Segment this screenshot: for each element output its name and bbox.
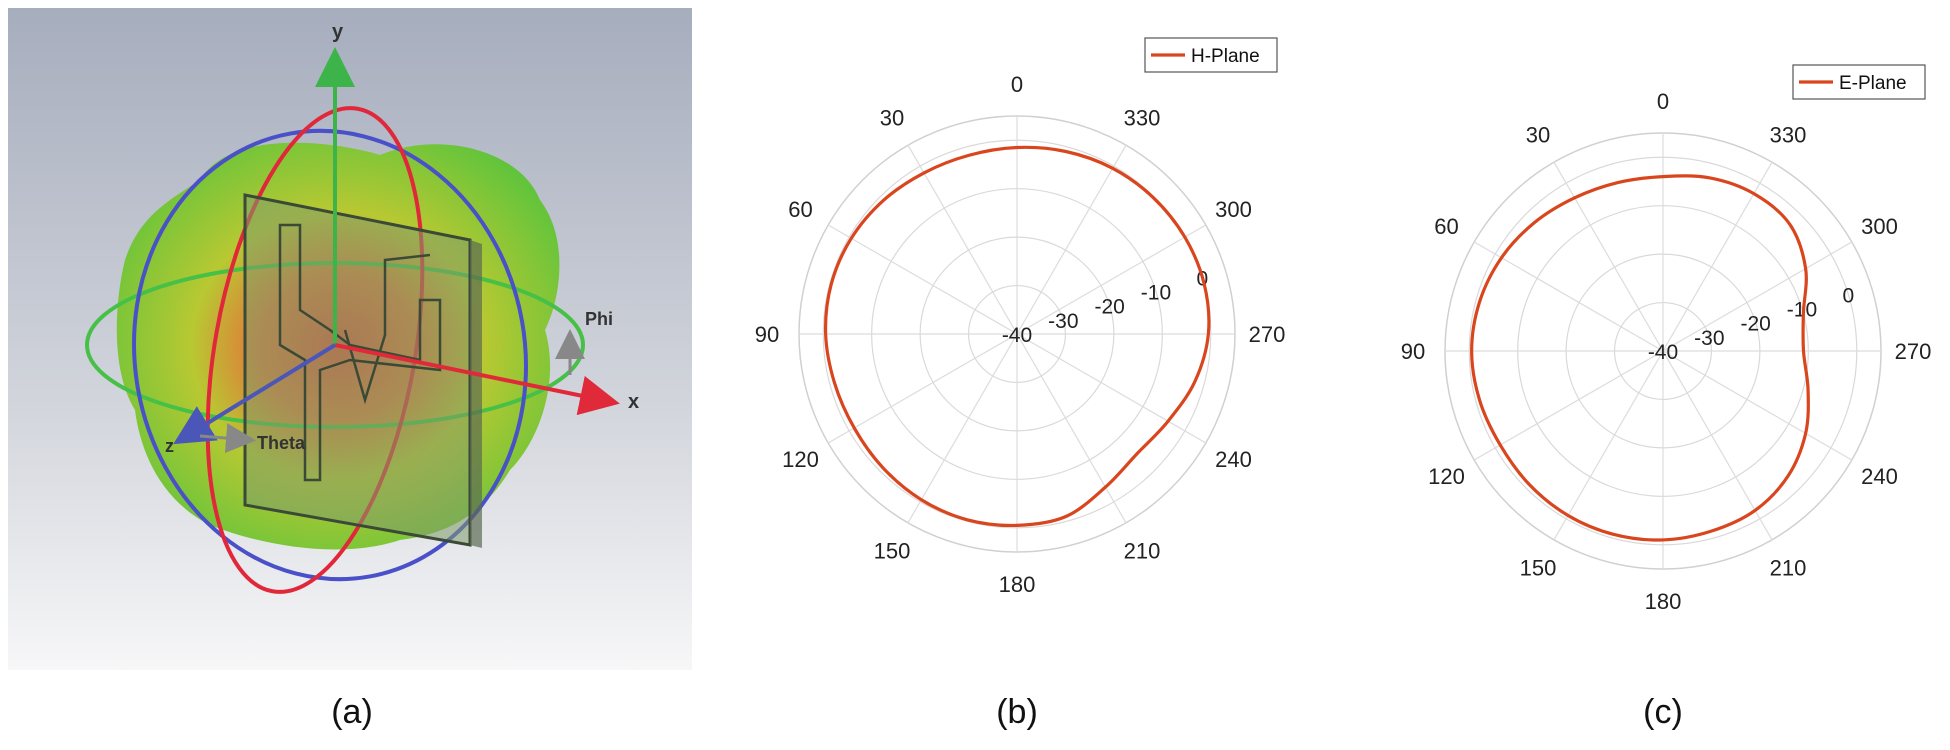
grid-spoke bbox=[1473, 241, 1664, 352]
radial-tick-label: 0 bbox=[1842, 284, 1854, 307]
angle-tick-label: 120 bbox=[782, 447, 819, 472]
grid-spoke bbox=[1473, 350, 1664, 461]
radial-tick-label: -20 bbox=[1740, 313, 1770, 336]
grid-spoke bbox=[1016, 224, 1207, 335]
panel-a-3d-pattern: y x z Phi Theta bbox=[8, 8, 692, 670]
grid-spoke bbox=[827, 333, 1018, 444]
caption-b: (b) bbox=[996, 693, 1038, 731]
grid-spoke bbox=[1553, 350, 1664, 541]
grid-spoke bbox=[907, 144, 1018, 335]
z-axis-label: z bbox=[165, 436, 174, 456]
e-plane-polar-chart: 0 30 60 90 120 150 180 210 240 270 300 330 -40 -30 -20… bbox=[1401, 64, 1932, 614]
radial-tick-label: -20 bbox=[1094, 296, 1124, 319]
antenna-board bbox=[243, 193, 482, 548]
grid-spoke bbox=[1662, 350, 1853, 461]
angle-tick-label: 300 bbox=[1861, 214, 1898, 239]
angle-tick-label: 30 bbox=[880, 105, 904, 130]
x-axis-label: x bbox=[628, 391, 639, 413]
angle-tick-label: 90 bbox=[755, 322, 779, 347]
angle-tick-label: 150 bbox=[1520, 556, 1557, 581]
grid-spoke bbox=[1553, 161, 1664, 352]
radial-tick-label: -30 bbox=[1694, 327, 1724, 350]
grid-spoke bbox=[1016, 333, 1207, 444]
radial-tick-label: -30 bbox=[1048, 310, 1078, 333]
h-plane-polar-chart: 0 30 60 90 120 150 180 210 240 270 300 330 -40 -30 -20… bbox=[755, 37, 1286, 597]
angle-tick-label: 330 bbox=[1770, 122, 1807, 147]
angle-tick-label: 180 bbox=[1645, 589, 1682, 614]
phi-label: Phi bbox=[585, 309, 613, 329]
angle-tick-label: 60 bbox=[788, 197, 812, 222]
caption-c: (c) bbox=[1643, 693, 1683, 731]
angle-tick-label: 210 bbox=[1124, 539, 1161, 564]
angle-tick-label: 0 bbox=[1011, 72, 1023, 97]
angle-tick-label: 30 bbox=[1526, 122, 1550, 147]
angle-tick-label: 90 bbox=[1401, 339, 1425, 364]
angle-tick-label: 240 bbox=[1215, 447, 1252, 472]
grid-spoke bbox=[1016, 333, 1127, 524]
legend-label: H-Plane bbox=[1191, 46, 1260, 67]
grid-spoke bbox=[827, 224, 1018, 335]
z-axis-arrow bbox=[173, 343, 337, 445]
radial-tick-label: -40 bbox=[1002, 324, 1032, 347]
series-line bbox=[823, 145, 1211, 528]
angle-tick-label: 150 bbox=[874, 539, 911, 564]
grid-spoke bbox=[1016, 144, 1127, 335]
theta-label: Theta bbox=[257, 433, 306, 453]
theta-ring-blue bbox=[132, 128, 528, 582]
angle-tick-label: 270 bbox=[1895, 339, 1932, 364]
angle-tick-label: 300 bbox=[1215, 197, 1252, 222]
angle-tick-label: 0 bbox=[1657, 89, 1669, 114]
caption-a: (a) bbox=[331, 693, 373, 731]
legend-label: E-Plane bbox=[1839, 73, 1907, 94]
angle-tick-label: 120 bbox=[1428, 464, 1465, 489]
angle-tick-label: 240 bbox=[1861, 464, 1898, 489]
x-axis-arrow bbox=[334, 343, 620, 416]
series-line bbox=[1470, 174, 1810, 542]
radial-tick-label: -40 bbox=[1648, 341, 1678, 364]
angle-tick-label: 60 bbox=[1434, 214, 1458, 239]
grid-spoke bbox=[1662, 350, 1773, 541]
y-axis-label: y bbox=[332, 21, 344, 43]
grid-spoke bbox=[1662, 241, 1853, 352]
theta-arrow bbox=[199, 423, 256, 454]
angle-tick-label: 210 bbox=[1770, 556, 1807, 581]
angle-tick-label: 330 bbox=[1124, 105, 1161, 130]
grid-spoke bbox=[907, 333, 1018, 524]
angle-tick-label: 180 bbox=[999, 572, 1036, 597]
radial-tick-label: -10 bbox=[1141, 282, 1171, 305]
angle-tick-label: 270 bbox=[1249, 322, 1286, 347]
